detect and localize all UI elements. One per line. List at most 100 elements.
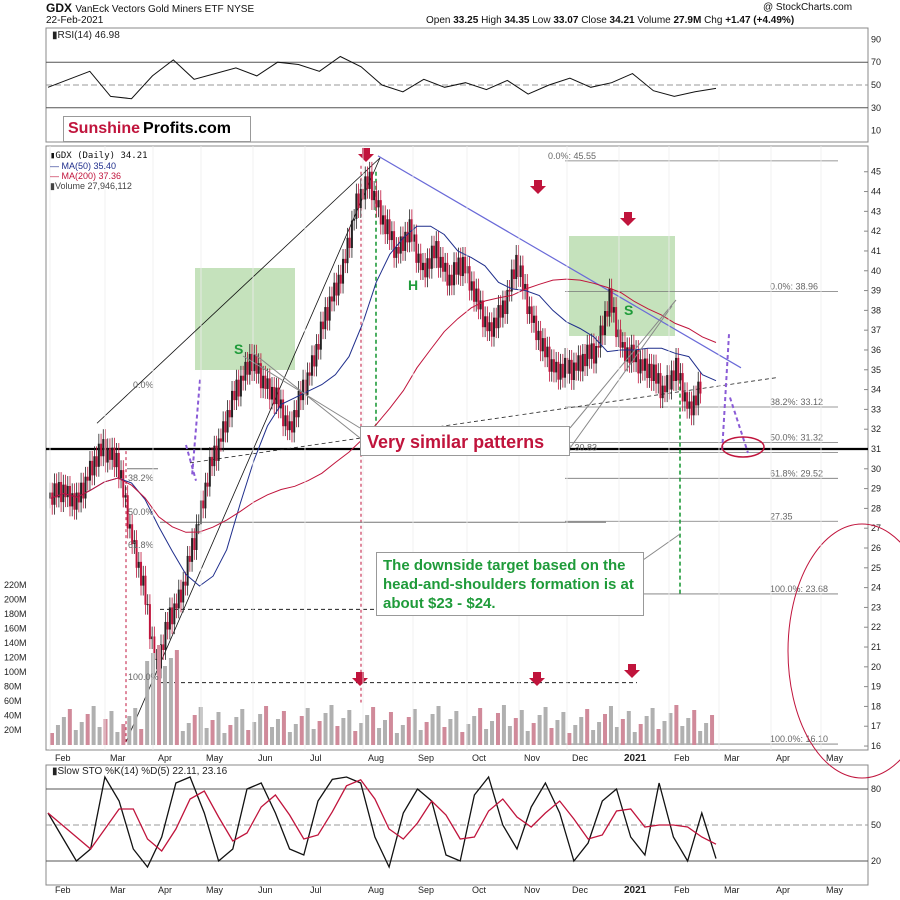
candle-body xyxy=(153,636,156,660)
candle-body xyxy=(512,269,515,280)
candle-body xyxy=(428,258,431,269)
candle-body xyxy=(164,621,167,650)
candle-body xyxy=(455,262,458,275)
candle-body xyxy=(68,485,71,507)
candle-body xyxy=(577,355,580,371)
volume-bar xyxy=(180,731,185,745)
candle-body xyxy=(610,288,613,313)
volume-bar xyxy=(186,723,191,745)
volume-bar xyxy=(662,721,667,745)
fund-name: VanEck Vectors Gold Miners ETF xyxy=(75,4,224,15)
candle-body xyxy=(475,288,478,302)
volume-bar xyxy=(174,650,179,745)
candle-body xyxy=(251,353,254,372)
volume-bar xyxy=(603,714,608,745)
x-axis-label: May xyxy=(206,885,224,895)
candle-body xyxy=(246,361,249,375)
candle-body xyxy=(390,231,393,241)
x-axis-label: Oct xyxy=(472,885,487,895)
candle-body xyxy=(606,311,609,317)
candle-body xyxy=(552,359,555,373)
candle-body xyxy=(448,274,451,286)
x-axis-label: Feb xyxy=(55,885,71,895)
ma200-line xyxy=(49,278,717,533)
price-tick-label: 38 xyxy=(871,305,881,315)
candle-body xyxy=(295,410,298,418)
candle-body xyxy=(97,443,100,467)
left-fib-small-label: 38.2% xyxy=(128,473,154,483)
candle-body xyxy=(397,246,400,254)
volume-tick-label: 100M xyxy=(4,667,27,677)
volume-bar xyxy=(573,725,578,745)
candle-body xyxy=(404,231,407,251)
volume-bar xyxy=(466,724,471,745)
candle-body xyxy=(235,379,238,401)
candle-body xyxy=(657,373,660,384)
candle-body xyxy=(572,362,575,381)
candle-body xyxy=(73,493,76,510)
neckline xyxy=(189,377,777,464)
candle-body xyxy=(430,245,433,269)
candle-body xyxy=(623,342,626,362)
candle-body xyxy=(604,311,606,336)
volume-tick-label: 160M xyxy=(4,624,27,634)
candle-body xyxy=(595,346,598,364)
candle-body xyxy=(175,603,178,609)
candle-body xyxy=(135,540,138,568)
candle-body xyxy=(284,415,287,427)
volume-bar xyxy=(579,717,584,745)
volume-bar xyxy=(519,710,524,745)
rsi-tick-label: 50 xyxy=(871,80,881,90)
rsi-title: ▮RSI(14) 46.98 xyxy=(52,30,120,41)
candle-body xyxy=(479,300,482,310)
candle-body xyxy=(561,363,564,378)
candle-body xyxy=(510,269,513,292)
candle-body xyxy=(637,349,640,374)
volume-bar xyxy=(525,731,530,745)
volume-tick-label: 60M xyxy=(4,696,22,706)
candle-body xyxy=(173,603,176,625)
volume-bar xyxy=(216,712,221,745)
candle-body xyxy=(426,258,429,278)
candle-body xyxy=(670,370,673,390)
candle-body xyxy=(259,363,262,389)
open-value: 33.25 xyxy=(453,15,479,26)
price-tick-label: 24 xyxy=(871,583,881,593)
candle-body xyxy=(579,355,582,372)
red-down-arrow xyxy=(358,148,374,162)
price-tick-label: 30 xyxy=(871,464,881,474)
red-down-arrow xyxy=(624,664,640,678)
x-axis-label: 2021 xyxy=(624,753,647,764)
sto-title: ▮Slow STO %K(14) %D(5) 22.11, 23.16 xyxy=(52,766,228,777)
volume-bar xyxy=(638,724,643,745)
candle-body xyxy=(537,330,540,341)
candle-body xyxy=(273,386,276,405)
candle-body xyxy=(433,245,436,259)
candle-body xyxy=(677,357,680,381)
volume-bar xyxy=(317,721,322,745)
volume-bar xyxy=(656,729,661,745)
volume-bar xyxy=(436,706,441,745)
x-axis-label: Dec xyxy=(572,885,589,895)
candle-body xyxy=(290,421,293,433)
candle-body xyxy=(310,355,313,376)
sto-tick-label: 80 xyxy=(871,784,881,794)
candle-body xyxy=(695,395,698,406)
x-axis-label: Aug xyxy=(368,753,384,763)
candle-body xyxy=(632,344,635,363)
volume-bar xyxy=(567,733,572,745)
candle-body xyxy=(233,390,236,401)
volume-bar xyxy=(246,730,251,745)
x-axis-label: Oct xyxy=(472,753,487,763)
ma50-line xyxy=(49,225,717,587)
candle-body xyxy=(308,372,311,376)
price-tick-label: 28 xyxy=(871,503,881,513)
sto-tick-label: 50 xyxy=(871,820,881,830)
candle-body xyxy=(337,274,340,296)
red-down-arrow xyxy=(620,212,636,226)
candle-body xyxy=(373,190,376,201)
fib-label: 0.0%: 38.96 xyxy=(770,281,818,291)
volume-label: Volume xyxy=(637,15,671,26)
volume-bar xyxy=(353,731,358,745)
red-down-arrow xyxy=(529,672,545,686)
